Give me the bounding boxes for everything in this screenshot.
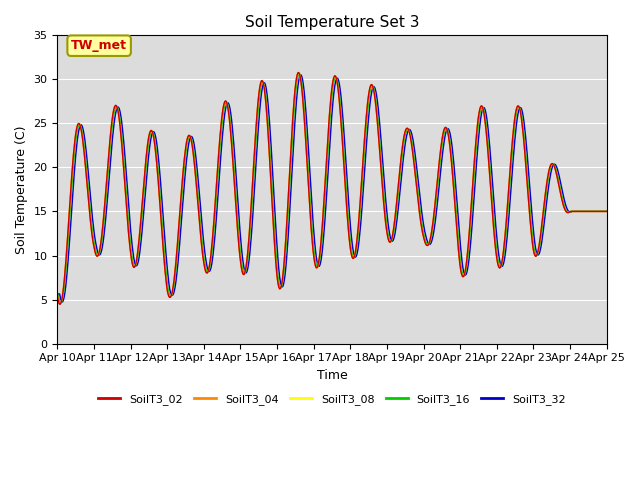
Y-axis label: Soil Temperature (C): Soil Temperature (C) (15, 125, 28, 254)
Text: TW_met: TW_met (71, 39, 127, 52)
X-axis label: Time: Time (317, 369, 348, 382)
Legend: SoilT3_02, SoilT3_04, SoilT3_08, SoilT3_16, SoilT3_32: SoilT3_02, SoilT3_04, SoilT3_08, SoilT3_… (93, 389, 570, 409)
Title: Soil Temperature Set 3: Soil Temperature Set 3 (244, 15, 419, 30)
